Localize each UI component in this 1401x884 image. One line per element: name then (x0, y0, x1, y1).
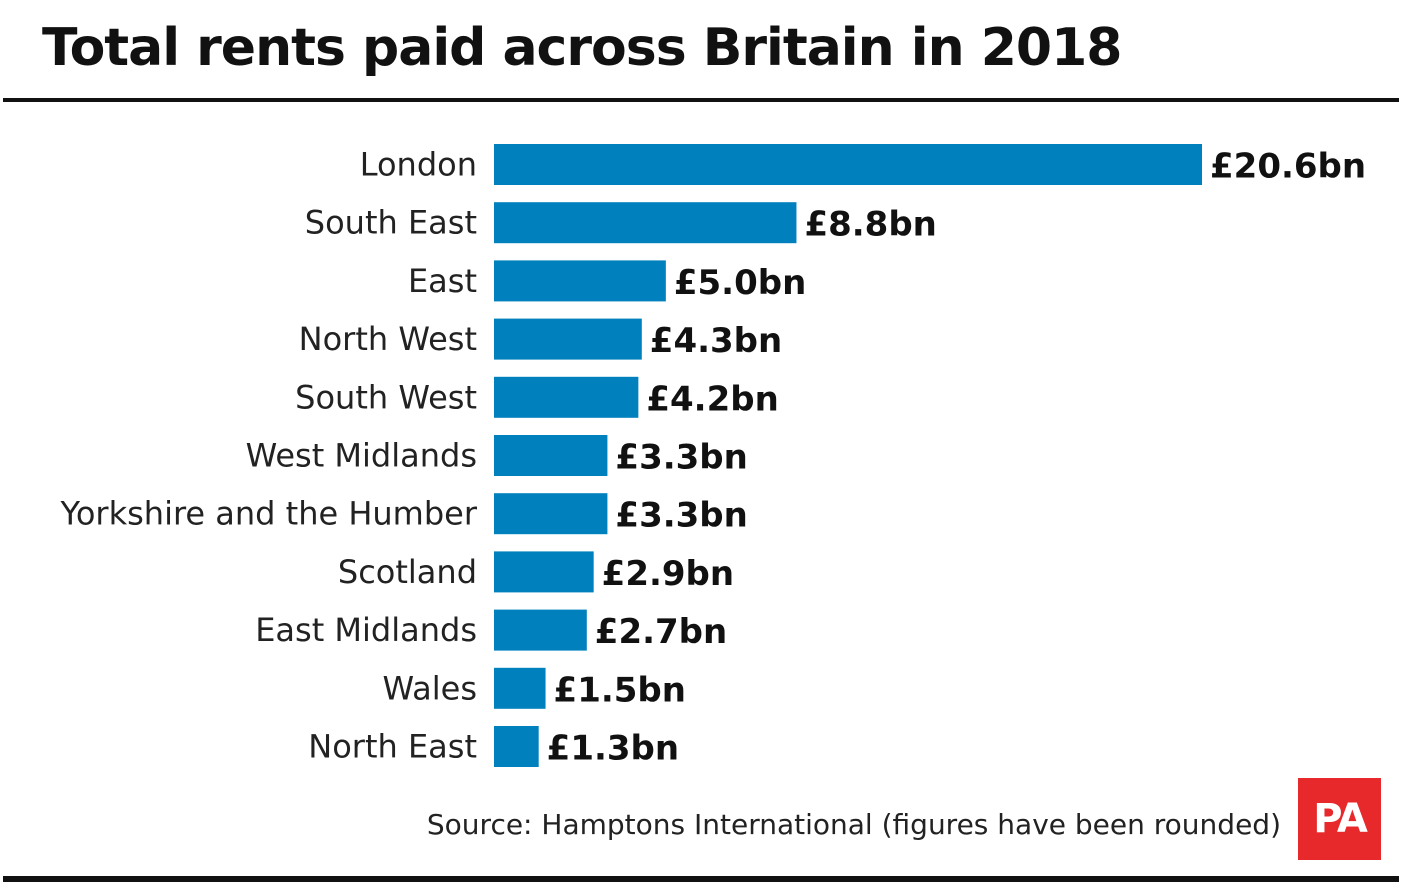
value-label-east: £5.0bn (674, 263, 806, 303)
bar-yorkshire-and-the-humber (494, 493, 608, 535)
category-label-wales: Wales (383, 669, 477, 707)
value-label-south-east: £8.8bn (804, 205, 936, 245)
category-label-north-east: North East (308, 728, 477, 766)
category-label-london: London (360, 146, 477, 184)
category-label-north-west: North West (299, 320, 477, 358)
category-label-scotland: Scotland (338, 553, 477, 591)
bar-east-midlands (494, 609, 587, 651)
bar-north-west (494, 318, 642, 360)
bottom-rule (3, 876, 1399, 882)
value-label-south-west: £4.2bn (646, 379, 778, 419)
value-label-yorkshire-and-the-humber: £3.3bn (615, 496, 747, 536)
value-label-london: £20.6bn (1210, 147, 1366, 187)
category-label-west-midlands: West Midlands (246, 437, 477, 475)
value-label-west-midlands: £3.3bn (615, 438, 747, 478)
value-label-wales: £1.5bn (554, 670, 686, 710)
category-label-east: East (408, 262, 477, 300)
source-note: Source: Hamptons International (figures … (426, 808, 1281, 841)
bar-chart: London £20.6bn South East £8.8bn East £5.0bn N… (60, 144, 1366, 769)
pa-logo: PA (1298, 778, 1381, 860)
bar-south-east (494, 202, 797, 244)
bar-east (494, 260, 666, 302)
category-label-south-east: South East (305, 204, 477, 242)
value-label-scotland: £2.9bn (602, 554, 734, 594)
value-label-north-west: £4.3bn (650, 321, 782, 361)
bar-west-midlands (494, 435, 608, 476)
category-label-south-west: South West (295, 378, 477, 416)
value-label-north-east: £1.3bn (547, 729, 679, 769)
category-label-east-midlands: East Midlands (255, 611, 477, 649)
category-label-yorkshire-and-the-humber: Yorkshire and the Humber (60, 495, 478, 533)
chart-title: Total rents paid across Britain in 2018 (42, 18, 1122, 78)
top-rule (3, 98, 1399, 102)
bar-north-east (494, 726, 539, 767)
value-label-east-midlands: £2.7bn (595, 612, 727, 652)
bar-london (494, 144, 1202, 185)
bar-south-west (494, 376, 639, 418)
pa-logo-text: PA (1313, 796, 1368, 842)
bar-scotland (494, 551, 594, 593)
bar-wales (494, 667, 546, 709)
